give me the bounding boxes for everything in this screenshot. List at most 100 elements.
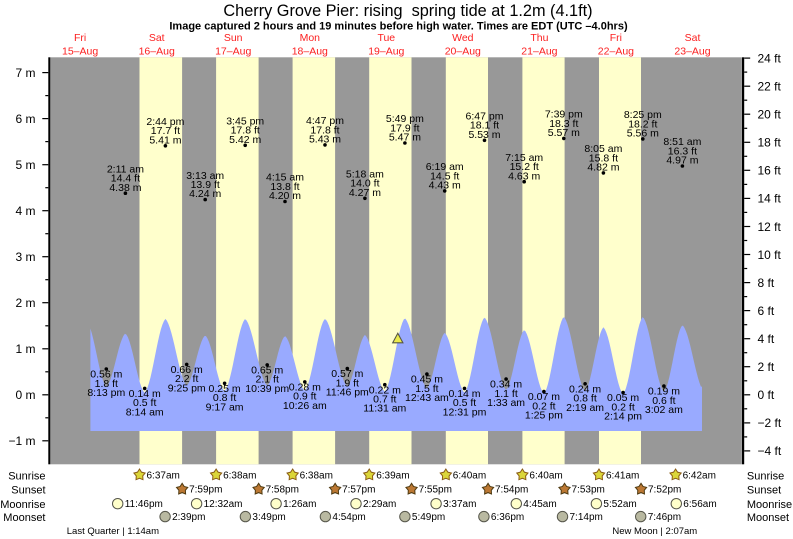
- svg-text:6:40am: 6:40am: [453, 470, 486, 481]
- svg-text:8:25 pm: 8:25 pm: [624, 109, 662, 121]
- svg-text:11:46 pm: 11:46 pm: [326, 387, 369, 399]
- svg-text:4.20 m: 4.20 m: [269, 190, 301, 202]
- svg-text:7:15 am: 7:15 am: [505, 152, 543, 164]
- svg-text:1:33 am: 1:33 am: [487, 397, 525, 409]
- svg-text:Moonset: Moonset: [3, 512, 45, 524]
- svg-text:3:49pm: 3:49pm: [252, 512, 285, 523]
- svg-text:9:17 am: 9:17 am: [206, 401, 244, 413]
- svg-text:5.56 m: 5.56 m: [627, 128, 659, 140]
- svg-text:4:47 pm: 4:47 pm: [306, 115, 344, 127]
- svg-text:7:52pm: 7:52pm: [648, 485, 681, 496]
- svg-text:6:47 pm: 6:47 pm: [466, 111, 504, 123]
- svg-text:19–Aug: 19–Aug: [368, 46, 404, 58]
- svg-text:5:49pm: 5:49pm: [412, 512, 445, 523]
- svg-text:11:46pm: 11:46pm: [125, 499, 163, 510]
- svg-text:17.8 ft: 17.8 ft: [310, 124, 339, 136]
- svg-text:2:19 am: 2:19 am: [566, 402, 604, 414]
- svg-text:0.8 ft: 0.8 ft: [573, 393, 596, 405]
- svg-text:0.65 m: 0.65 m: [251, 365, 283, 377]
- svg-text:5 m: 5 m: [15, 158, 35, 172]
- svg-text:Moonrise: Moonrise: [747, 499, 792, 511]
- svg-text:5:49 pm: 5:49 pm: [386, 113, 424, 125]
- svg-text:3:13 am: 3:13 am: [186, 170, 224, 182]
- svg-text:0.5 ft: 0.5 ft: [133, 397, 156, 409]
- svg-text:4.82 m: 4.82 m: [587, 162, 619, 174]
- svg-text:6:19 am: 6:19 am: [426, 161, 464, 173]
- svg-text:0.66 m: 0.66 m: [171, 364, 203, 376]
- svg-text:11:31 am: 11:31 am: [363, 403, 406, 415]
- svg-text:Moonset: Moonset: [747, 512, 789, 524]
- svg-text:10 ft: 10 ft: [758, 248, 782, 262]
- svg-text:16.3 ft: 16.3 ft: [668, 145, 697, 157]
- svg-text:0.14 m: 0.14 m: [129, 388, 161, 400]
- svg-text:5.57 m: 5.57 m: [548, 127, 580, 139]
- svg-text:Cherry Grove Pier: rising spr: Cherry Grove Pier: rising spring tide at…: [223, 2, 592, 20]
- svg-text:6:36pm: 6:36pm: [491, 512, 524, 523]
- svg-text:Fri: Fri: [610, 32, 622, 44]
- svg-text:21–Aug: 21–Aug: [521, 46, 557, 58]
- svg-text:22 ft: 22 ft: [758, 80, 782, 94]
- svg-text:6:39am: 6:39am: [376, 470, 409, 481]
- svg-text:3:37am: 3:37am: [443, 499, 476, 510]
- svg-text:2 ft: 2 ft: [758, 360, 775, 374]
- svg-text:−1 m: −1 m: [8, 434, 35, 448]
- svg-text:1 m: 1 m: [15, 342, 35, 356]
- svg-text:8:14 am: 8:14 am: [126, 406, 164, 418]
- svg-text:4:45am: 4:45am: [523, 499, 556, 510]
- svg-text:24 ft: 24 ft: [758, 51, 782, 65]
- svg-text:4.27 m: 4.27 m: [349, 187, 381, 199]
- svg-text:0.45 m: 0.45 m: [411, 374, 443, 386]
- svg-text:8:13 pm: 8:13 pm: [87, 387, 125, 399]
- svg-text:2.1 ft: 2.1 ft: [256, 374, 279, 386]
- svg-text:0.6 ft: 0.6 ft: [652, 395, 675, 407]
- svg-text:7:46pm: 7:46pm: [648, 512, 681, 523]
- svg-text:15–Aug: 15–Aug: [62, 46, 98, 58]
- svg-text:Sunrise: Sunrise: [8, 470, 45, 482]
- svg-text:14.5 ft: 14.5 ft: [430, 170, 459, 182]
- svg-text:2 m: 2 m: [15, 296, 35, 310]
- svg-text:6:38am: 6:38am: [300, 470, 333, 481]
- svg-text:6:42am: 6:42am: [683, 470, 716, 481]
- svg-text:18.3 ft: 18.3 ft: [549, 118, 578, 130]
- svg-text:3:02 am: 3:02 am: [645, 404, 683, 416]
- svg-text:4.38 m: 4.38 m: [109, 182, 141, 194]
- svg-text:2:11 am: 2:11 am: [107, 163, 144, 175]
- svg-text:4.24 m: 4.24 m: [189, 188, 221, 200]
- svg-text:2:14 pm: 2:14 pm: [604, 411, 642, 423]
- svg-text:17.7 ft: 17.7 ft: [151, 125, 180, 137]
- svg-text:9:25 pm: 9:25 pm: [168, 382, 206, 394]
- svg-text:14.4 ft: 14.4 ft: [111, 173, 140, 185]
- svg-text:12 ft: 12 ft: [758, 220, 782, 234]
- svg-text:4.63 m: 4.63 m: [508, 170, 540, 182]
- svg-text:0.22 m: 0.22 m: [369, 384, 401, 396]
- svg-text:0.56 m: 0.56 m: [90, 369, 122, 381]
- svg-text:5:18 am: 5:18 am: [346, 169, 384, 181]
- svg-text:0.14 m: 0.14 m: [448, 388, 480, 400]
- svg-text:3:45 pm: 3:45 pm: [226, 116, 264, 128]
- svg-text:1:26am: 1:26am: [283, 499, 316, 510]
- svg-text:15.8 ft: 15.8 ft: [589, 152, 618, 164]
- svg-text:7:55pm: 7:55pm: [419, 485, 452, 496]
- svg-text:1.5 ft: 1.5 ft: [415, 383, 438, 395]
- svg-text:13.9 ft: 13.9 ft: [191, 179, 220, 191]
- svg-text:5.47 m: 5.47 m: [389, 132, 421, 144]
- svg-text:2:29am: 2:29am: [363, 499, 396, 510]
- svg-text:Mon: Mon: [300, 32, 321, 44]
- svg-text:Wed: Wed: [452, 32, 474, 44]
- svg-text:10:39 pm: 10:39 pm: [245, 383, 289, 395]
- svg-text:0.8 ft: 0.8 ft: [213, 392, 236, 404]
- svg-text:2:39pm: 2:39pm: [172, 512, 205, 523]
- svg-text:8 ft: 8 ft: [758, 276, 775, 290]
- svg-text:0.34 m: 0.34 m: [490, 379, 522, 391]
- svg-text:0.2 ft: 0.2 ft: [532, 400, 555, 412]
- svg-text:12:31 pm: 12:31 pm: [443, 406, 487, 418]
- svg-text:Image captured 2 hours and 19: Image captured 2 hours and 19 minutes be…: [169, 21, 628, 33]
- svg-text:16 ft: 16 ft: [758, 164, 782, 178]
- svg-text:5.53 m: 5.53 m: [468, 129, 500, 141]
- svg-text:Tue: Tue: [377, 32, 395, 44]
- svg-text:Sunset: Sunset: [747, 485, 781, 497]
- svg-text:New Moon | 2:07am: New Moon | 2:07am: [612, 526, 697, 537]
- svg-text:4 ft: 4 ft: [758, 332, 775, 346]
- svg-text:0.19 m: 0.19 m: [648, 386, 680, 398]
- svg-text:4 m: 4 m: [15, 204, 35, 218]
